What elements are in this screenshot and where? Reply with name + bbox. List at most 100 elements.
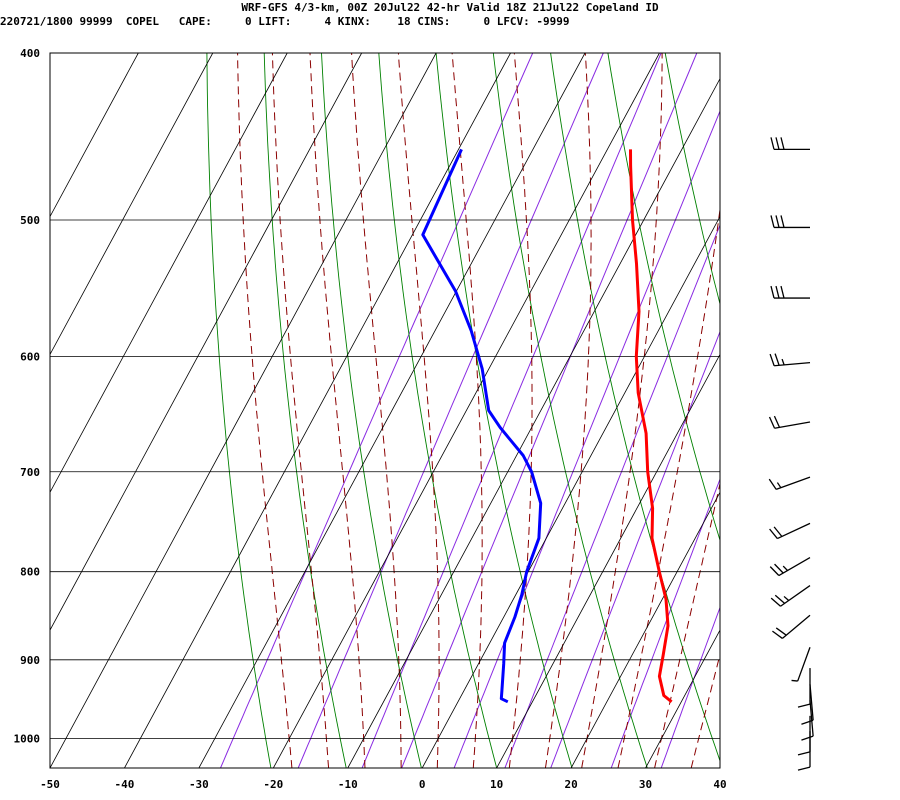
wind-barb-feather [775, 285, 780, 299]
moist-adiabat [397, 53, 440, 768]
temperature-tick-label: 30 [639, 778, 652, 791]
wind-barb-feather [774, 563, 784, 574]
isotherm-line [50, 53, 288, 494]
wind-barb-feather [791, 679, 798, 682]
moist-adiabat [351, 53, 402, 768]
moist-adiabat [451, 53, 483, 768]
isotherm-line [50, 53, 214, 356]
wind-barb-feather [775, 137, 780, 150]
temperature-tick-label: 20 [564, 778, 577, 791]
wind-barb-staff [782, 614, 811, 639]
chart-title: WRF-GFS 4/3-km, 00Z 20Jul22 42-hr Valid … [241, 1, 659, 14]
wind-barb [768, 476, 811, 491]
wind-barb-staff [809, 700, 814, 737]
pressure-tick-label: 500 [20, 214, 40, 227]
wind-barb-feather [775, 215, 780, 228]
wind-barb-feather [769, 566, 780, 576]
wind-barb-staff [797, 647, 811, 682]
mixing-ratio-line [550, 330, 720, 768]
plot-frame [49, 52, 721, 769]
temperature-tick-label: -20 [263, 778, 283, 791]
wind-barb-feather [769, 528, 778, 540]
wind-barb-staff [777, 522, 811, 540]
wind-barb-feather [773, 415, 781, 428]
isotherm-line [421, 215, 720, 768]
wind-barb-feather [774, 594, 786, 604]
wind-barb [772, 614, 811, 639]
wind-barb-feather [780, 215, 785, 228]
wind-barb-feather [797, 703, 811, 708]
dry-adiabat [894, 53, 900, 768]
wind-barb [770, 285, 810, 299]
dry-adiabat [263, 53, 347, 768]
wind-barb [797, 731, 811, 771]
wind-barb-feather [769, 353, 775, 366]
temperature-tick-label: -10 [338, 778, 358, 791]
wind-barb [801, 700, 814, 741]
wind-barb-feather [770, 597, 781, 607]
wind-barb-feather [775, 627, 787, 636]
wind-barb-feather [773, 526, 783, 537]
moist-adiabat [728, 44, 900, 768]
isotherm-line [645, 629, 720, 768]
mixing-ratio-line [660, 606, 720, 768]
isotherm-line [50, 53, 437, 768]
mixing-ratio-line [504, 223, 720, 768]
moist-adiabat [690, 652, 720, 768]
skewed-isotherm-grid [50, 53, 720, 768]
isotherm-line [570, 491, 720, 768]
isobar-grid [50, 52, 720, 740]
dry-adiabat [492, 53, 648, 768]
pressure-tick-label: 400 [20, 47, 40, 60]
moist-adiabat [508, 53, 533, 768]
moist-adiabat [309, 53, 366, 768]
dewpoint-profile [421, 148, 543, 704]
wind-barb [770, 215, 810, 229]
dry-adiabat [837, 53, 900, 768]
wind-barb-staff [809, 684, 814, 721]
temperature-tick-label: 0 [419, 778, 426, 791]
dry-adiabat [550, 53, 720, 763]
pressure-tick-label: 1000 [14, 733, 41, 746]
moist-adiabats [237, 44, 900, 768]
temperature-tick-label: -40 [115, 778, 135, 791]
dry-adiabat [723, 53, 900, 768]
dry-adiabats [206, 53, 900, 768]
wind-barb-feather [776, 482, 782, 489]
mixing-ratio-line [220, 53, 534, 768]
isotherm-line [124, 53, 511, 768]
mixing-ratio-line [401, 53, 698, 768]
dry-adiabat [607, 53, 720, 542]
wind-barb-feather [770, 137, 775, 150]
wind-barb [770, 585, 811, 607]
wind-barb-feather [770, 285, 775, 299]
wind-barb-feather [768, 478, 777, 490]
isotherm-line [347, 77, 720, 768]
wind-barb-feather [780, 285, 785, 299]
wind-barb-feather [770, 215, 775, 228]
dry-adiabat [664, 53, 720, 306]
wind-barb-feather [797, 766, 811, 771]
mixing-ratio-line [453, 109, 720, 768]
isotherm-line [719, 767, 720, 768]
moist-adiabat [544, 53, 592, 768]
dry-adiabat [206, 53, 272, 768]
wind-barb-feather [772, 630, 783, 639]
wind-barb-feather [774, 353, 780, 366]
moist-adiabat [237, 53, 293, 768]
pressure-tick-label: 600 [20, 350, 40, 363]
isotherm-line [496, 353, 720, 768]
dry-adiabat [780, 53, 900, 768]
pressure-tick-labels: 400 500 600 700 800 900 1000 [14, 47, 41, 746]
wind-barb-feather [782, 565, 788, 571]
moist-adiabat [581, 53, 663, 768]
wind-barb [769, 353, 811, 367]
wind-barb [769, 522, 811, 540]
sounding-profiles [421, 148, 673, 704]
wind-barb-feather [768, 416, 776, 429]
temperature-tick-label: -50 [40, 778, 60, 791]
temperature-tick-label: 40 [713, 778, 726, 791]
wind-barb-column [768, 137, 814, 771]
mixing-ratio-line [610, 477, 720, 768]
